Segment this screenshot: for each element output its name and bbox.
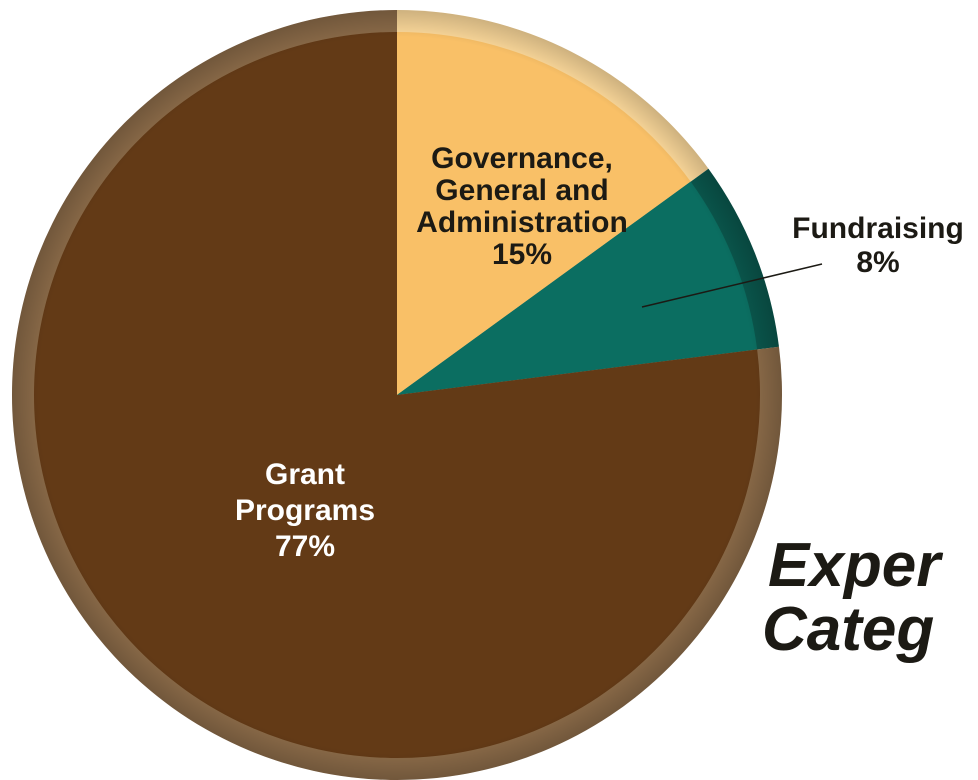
chart-title: Exper Categ bbox=[762, 531, 943, 664]
slice-label-line: Grant bbox=[265, 458, 345, 491]
slice-value-label: 8% bbox=[856, 246, 899, 279]
slice-label-line: General and bbox=[435, 174, 608, 207]
slice-label-line: Fundraising bbox=[792, 212, 964, 245]
slice-value-label: 15% bbox=[492, 238, 552, 271]
chart-title-line-2: Categ bbox=[762, 595, 934, 664]
fundraising-leader-line bbox=[641, 263, 823, 308]
slice-label-line: Governance, bbox=[431, 142, 613, 175]
slice-label-line: Administration bbox=[416, 206, 628, 239]
slices-layer bbox=[11, 10, 782, 780]
slice-value-label: 77% bbox=[275, 530, 335, 563]
leader-lines-layer bbox=[641, 263, 823, 308]
chart-title-line-1: Exper bbox=[768, 531, 943, 600]
slice-label-line: Programs bbox=[235, 494, 375, 527]
